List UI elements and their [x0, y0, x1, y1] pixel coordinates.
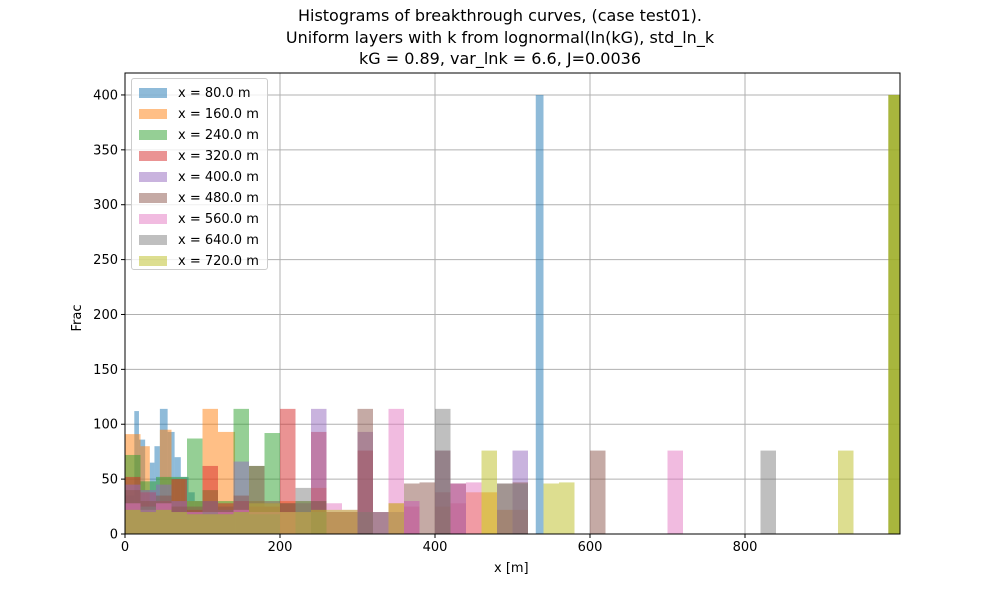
legend-swatch: [139, 88, 167, 98]
histogram-bar-series-8: [512, 483, 528, 534]
histogram-bar-series-9: [543, 483, 559, 534]
histogram-bar-series-9: [481, 450, 497, 534]
histogram-bar-series-6: [357, 408, 373, 534]
histogram-bar-series-9: [125, 509, 141, 534]
histogram-bar-series-9: [218, 514, 234, 534]
y-axis-label: Frac: [70, 304, 85, 332]
histogram-bar-series-9: [280, 512, 311, 534]
histogram-bar-series-9: [156, 509, 172, 534]
legend-item: x = 560.0 m: [139, 211, 259, 227]
legend-swatch: [139, 172, 167, 182]
plot-frame: [124, 72, 901, 535]
histogram-bar-series-7: [450, 483, 466, 534]
x-tick-label: 200: [268, 540, 293, 555]
histogram-bar-series-9: [559, 482, 575, 534]
histogram-bar-series-9: [140, 512, 156, 534]
legend-item: x = 720.0 m: [139, 253, 259, 269]
y-tick-label: 300: [93, 198, 118, 213]
histogram-bar-series-9: [202, 514, 218, 534]
y-tick-label: 100: [93, 418, 118, 433]
histogram-bar-series-9: [249, 503, 280, 534]
histogram-bar-series-6: [590, 450, 606, 534]
x-tick-label: 800: [733, 540, 758, 555]
histogram-bar-series-9: [311, 509, 342, 534]
legend-swatch: [139, 214, 167, 224]
legend-label: x = 240.0 m: [178, 127, 259, 143]
legend-item: x = 240.0 m: [139, 127, 259, 143]
histogram-bar-series-1: [535, 94, 544, 534]
histogram-bar-series-8: [497, 483, 513, 534]
x-axis-label: x [m]: [494, 561, 529, 576]
y-tick-label: 400: [93, 88, 118, 103]
x-tick-label: 400: [423, 540, 448, 555]
histogram-bar-series-9: [171, 512, 187, 534]
x-tick-label: 0: [121, 540, 129, 555]
histogram-bar-series-8: [435, 408, 451, 534]
legend-label: x = 80.0 m: [178, 85, 251, 101]
y-tick-label: 50: [101, 473, 118, 488]
legend-label: x = 560.0 m: [178, 211, 259, 227]
histogram-bar-series-9: [388, 503, 404, 534]
chart-title-line-1: Histograms of breakthrough curves, (case…: [297, 6, 703, 25]
y-tick-label: 200: [93, 308, 118, 323]
legend-label: x = 320.0 m: [178, 148, 259, 164]
histogram-bar-series-6: [419, 482, 435, 534]
histogram-bar-series-9: [888, 94, 900, 534]
y-tick-label: 150: [93, 363, 118, 378]
histogram-bar-series-7: [404, 501, 420, 534]
chart-title-line-2: Uniform layers with k from lognormal(ln(…: [285, 28, 715, 47]
legend-swatch: [139, 256, 167, 266]
histogram-bar-series-9: [233, 512, 249, 534]
legend-label: x = 720.0 m: [178, 253, 259, 269]
histogram-bar-series-4: [280, 408, 296, 534]
chart-title-line-3: kG = 0.89, var_lnk = 6.6, J=0.0036: [358, 49, 642, 68]
legend-item: x = 480.0 m: [139, 190, 259, 206]
legend-label: x = 640.0 m: [178, 232, 259, 248]
histogram-bar-series-7: [667, 450, 683, 534]
y-tick-label: 350: [93, 143, 118, 158]
histogram-bar-series-7: [466, 482, 482, 534]
y-tick-label: 0: [110, 528, 118, 543]
legend-item: x = 160.0 m: [139, 106, 259, 122]
legend-item: x = 640.0 m: [139, 232, 259, 248]
y-tick-label: 250: [93, 253, 118, 268]
histogram-bar-series-7: [388, 408, 404, 534]
legend-label: x = 480.0 m: [178, 190, 259, 206]
legend-item: x = 400.0 m: [139, 169, 259, 185]
legend-item: x = 80.0 m: [139, 85, 251, 101]
histogram-bar-series-8: [357, 512, 373, 534]
legend-swatch: [139, 193, 167, 203]
legend-swatch: [139, 151, 167, 161]
histogram-bar-series-8: [760, 450, 776, 534]
legend-swatch: [139, 235, 167, 245]
legend-label: x = 400.0 m: [178, 169, 259, 185]
histogram-bar-series-9: [187, 514, 203, 534]
chart-legend: x = 80.0 m x = 160.0 m x = 240.0 m x = 320.…: [131, 78, 268, 270]
legend-swatch: [139, 109, 167, 119]
histogram-bar-series-9: [838, 450, 854, 534]
legend-label: x = 160.0 m: [178, 106, 259, 122]
x-tick-label: 600: [578, 540, 603, 555]
histogram-bar-series-9: [342, 509, 358, 534]
legend-item: x = 320.0 m: [139, 148, 259, 164]
legend-swatch: [139, 130, 167, 140]
